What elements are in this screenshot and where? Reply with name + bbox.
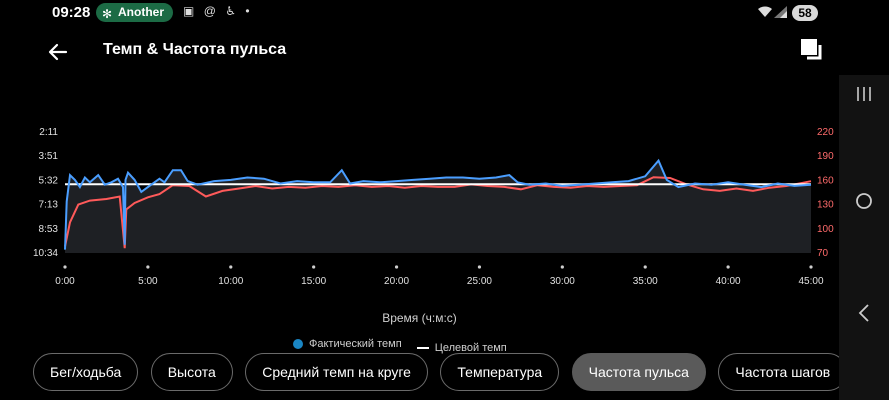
pace-heartrate-chart: 2:11 3:51 5:32 7:13 8:53 10:34 220 190 160 130 10… (33, 127, 834, 287)
y-right-tick-label: 160 (817, 175, 834, 186)
x-tick-label: 35:00 (633, 276, 658, 287)
y-left-tick-label: 8:53 (39, 224, 59, 235)
legend-item-target-pace: Целевой темп (416, 342, 507, 354)
legend-item-actual-pace: Фактический темп (293, 338, 402, 350)
x-axis-title: Время (ч:м:с) (382, 311, 457, 325)
metric-tabs: Бег/ходьба Высота Средний темп на круге … (33, 353, 839, 391)
x-tick-dot (809, 265, 813, 269)
x-tick-dot (146, 265, 150, 269)
tab-heart-rate[interactable]: Частота пульса (571, 353, 706, 391)
tab-altitude[interactable]: Высота (150, 353, 233, 391)
legend-label-actual-pace: Фактический темп (309, 338, 402, 350)
x-tick-label: 30:00 (550, 276, 575, 287)
y-right-tick-label: 70 (817, 248, 829, 259)
back-nav-icon[interactable] (839, 293, 889, 333)
x-tick-dot (229, 265, 233, 269)
legend-dash-icon (416, 347, 429, 349)
legend-label-target-pace: Целевой темп (434, 342, 507, 354)
tab-avg-lap-pace[interactable]: Средний темп на круге (245, 353, 428, 391)
x-tick-dot (63, 265, 67, 269)
heart-rate-line (64, 176, 812, 249)
notification-label: Another (118, 5, 164, 19)
x-tick-dot (312, 265, 316, 269)
battery-badge: 58 (792, 5, 818, 21)
page-title: Темп & Частота пульса (103, 41, 287, 58)
x-tick-label: 15:00 (301, 276, 326, 287)
y-left-tick-label: 3:51 (39, 151, 59, 162)
x-tick-label: 5:00 (138, 276, 158, 287)
rotate-screen-icon[interactable] (798, 36, 828, 66)
y-right-tick-label: 100 (817, 224, 834, 235)
screen-record-icon: ▣ (183, 4, 198, 18)
chart-legend: Фактический темп Целевой темп (293, 338, 519, 354)
tab-temperature[interactable]: Температура (440, 353, 560, 391)
back-arrow-icon[interactable] (44, 38, 72, 66)
x-tick-label: 45:00 (798, 276, 823, 287)
home-icon[interactable] (839, 181, 889, 221)
y-left-tick-label: 10:34 (33, 248, 58, 259)
x-tick-dot (560, 265, 564, 269)
signal-icon (774, 6, 787, 18)
right-axis-ticks: 220 190 160 130 100 70 (817, 127, 834, 259)
x-tick-dot (726, 265, 730, 269)
recent-apps-icon[interactable] (839, 79, 889, 119)
accessibility-icon: ♿ (225, 4, 239, 18)
notification-pill[interactable]: ✻ Another (96, 3, 173, 22)
system-nav-bar (839, 75, 889, 400)
x-tick-dot (477, 265, 482, 269)
status-bar: 09:28 ✻ Another ▣ @ ♿ • 58 (0, 0, 889, 28)
leaf-icon: ✻ (102, 7, 113, 21)
tab-cadence[interactable]: Частота шагов (718, 353, 839, 391)
left-axis-ticks: 2:11 3:51 5:32 7:13 8:53 10:34 (33, 127, 58, 259)
x-tick-label: 20:00 (384, 276, 409, 287)
y-right-tick-label: 190 (817, 151, 834, 162)
at-icon: @ (203, 4, 219, 18)
x-tick-dot (643, 265, 647, 269)
pace-area-fill (65, 160, 811, 253)
tab-run-walk[interactable]: Бег/ходьба (33, 353, 139, 391)
actual-pace-line (64, 158, 812, 250)
wifi-icon (758, 6, 772, 18)
x-tick-label: 10:00 (218, 276, 243, 287)
dot-icon: • (245, 4, 253, 18)
y-left-tick-label: 7:13 (39, 200, 59, 211)
x-tick-dot (394, 265, 399, 269)
x-tick-label: 0:00 (55, 276, 75, 287)
status-time: 09:28 (52, 4, 91, 21)
status-icons: ▣ @ ♿ • (183, 4, 253, 18)
y-left-tick-label: 2:11 (39, 127, 58, 138)
y-right-tick-label: 220 (817, 127, 834, 138)
x-tick-label: 40:00 (716, 276, 741, 287)
x-tick-label: 25:00 (467, 276, 492, 287)
y-left-tick-label: 5:32 (39, 175, 59, 186)
y-right-tick-label: 130 (817, 200, 834, 211)
legend-dot-icon (293, 339, 303, 349)
x-axis-ticks: 0:00 5:00 10:00 15:00 20:00 25:00 30:00 35:00 40… (55, 265, 824, 287)
